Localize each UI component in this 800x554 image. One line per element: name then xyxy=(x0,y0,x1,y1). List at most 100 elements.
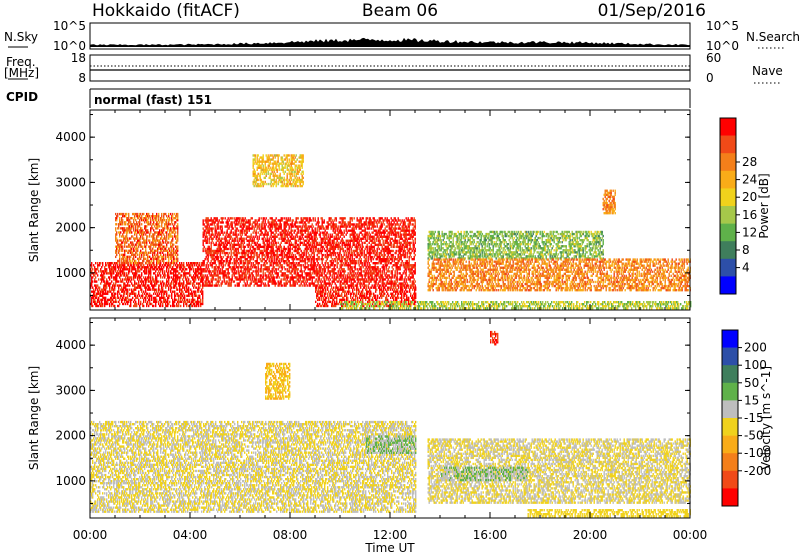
heatmap-cell xyxy=(284,272,286,275)
heatmap-cell xyxy=(226,229,228,232)
heatmap-cell xyxy=(214,255,216,259)
heatmap-cell xyxy=(172,245,174,248)
heatmap-cell xyxy=(271,282,273,285)
heatmap-cell xyxy=(221,249,223,253)
heatmap-cell xyxy=(308,278,310,281)
heatmap-cell xyxy=(343,223,345,226)
heatmap-cell xyxy=(231,270,233,273)
heatmap-cell xyxy=(251,274,253,277)
heatmap-cell xyxy=(158,257,160,261)
heatmap-cell xyxy=(152,219,154,222)
heatmap-cell xyxy=(156,298,158,302)
heatmap-cell xyxy=(290,266,292,269)
heatmap-cell xyxy=(292,253,294,257)
heatmap-cell xyxy=(148,259,150,263)
heatmap-cell xyxy=(172,215,174,218)
heatmap-cell xyxy=(270,258,272,261)
heatmap-cell xyxy=(248,235,250,238)
heatmap-cell xyxy=(342,274,344,277)
heatmap-cell xyxy=(259,280,261,283)
heatmap-cell xyxy=(226,225,228,228)
heatmap-cell xyxy=(131,276,133,279)
heatmap-cell xyxy=(212,233,214,236)
heatmap-cell xyxy=(171,231,173,234)
heatmap-cell xyxy=(121,253,123,257)
heatmap-cell xyxy=(313,245,315,249)
heatmap-cell xyxy=(328,239,330,242)
heatmap-cell xyxy=(199,264,201,267)
heatmap-cell xyxy=(177,239,179,242)
heatmap-cell xyxy=(301,229,303,232)
heatmap-cell xyxy=(156,219,158,222)
heatmap-cell xyxy=(123,288,125,291)
heatmap-cell xyxy=(91,264,93,267)
heatmap-cell xyxy=(170,229,172,232)
heatmap-cell xyxy=(152,243,154,246)
heatmap-cell xyxy=(156,294,158,297)
heatmap-cell xyxy=(205,225,207,228)
heatmap-cell xyxy=(298,237,300,240)
heatmap-cell xyxy=(115,217,117,220)
heatmap-cell xyxy=(247,278,249,281)
heatmap-cell xyxy=(335,225,337,228)
heatmap-cell xyxy=(167,300,169,304)
heatmap-cell xyxy=(163,219,165,222)
heatmap-cell xyxy=(263,249,265,253)
heatmap-cell xyxy=(143,266,145,269)
heatmap-cell xyxy=(224,245,226,249)
heatmap-cell xyxy=(208,247,210,251)
heatmap-cell xyxy=(216,239,218,242)
heatmap-cell xyxy=(320,278,322,281)
heatmap-cell xyxy=(327,255,329,259)
heatmap-cell xyxy=(216,249,218,253)
heatmap-cell xyxy=(279,253,281,257)
heatmap-cell xyxy=(176,278,178,281)
heatmap-cell xyxy=(208,219,210,222)
heatmap-cell xyxy=(129,292,131,295)
heatmap-cell xyxy=(310,233,312,236)
heatmap-cell xyxy=(233,239,235,242)
heatmap-cell xyxy=(204,225,206,228)
heatmap-cell xyxy=(244,255,246,259)
heatmap-cell xyxy=(177,233,179,236)
heatmap-cell xyxy=(329,237,331,240)
heatmap-cell xyxy=(290,229,292,232)
heatmap-cell xyxy=(334,225,336,228)
heatmap-cell xyxy=(237,249,239,253)
heatmap-cell xyxy=(255,274,257,277)
heatmap-cell xyxy=(308,235,310,238)
heatmap-cell xyxy=(243,245,245,249)
heatmap-cell xyxy=(119,292,121,295)
heatmap-cell xyxy=(91,278,93,281)
heatmap-cell xyxy=(289,251,291,255)
heatmap-cell xyxy=(140,245,142,248)
heatmap-cell xyxy=(131,243,133,246)
heatmap-cell xyxy=(169,284,171,287)
heatmap-cell xyxy=(117,292,119,295)
heatmap-cell xyxy=(345,233,347,236)
heatmap-cell xyxy=(251,217,253,220)
heatmap-cell xyxy=(315,278,317,281)
heatmap-cell xyxy=(235,258,237,261)
heatmap-cell xyxy=(115,229,117,232)
heatmap-cell xyxy=(343,231,345,234)
heatmap-cell xyxy=(138,268,140,271)
heatmap-cell xyxy=(345,227,347,230)
heatmap-cell xyxy=(109,298,111,302)
heatmap-cell xyxy=(244,272,246,275)
heatmap-cell xyxy=(224,239,226,242)
heatmap-cell xyxy=(260,251,262,255)
heatmap-cell xyxy=(109,284,111,287)
heatmap-cell xyxy=(321,284,323,287)
heatmap-cell xyxy=(316,253,318,257)
heatmap-cell xyxy=(127,229,129,232)
heatmap-cell xyxy=(343,235,345,238)
heatmap-cell xyxy=(259,284,261,287)
heatmap-cell xyxy=(101,304,103,308)
heatmap-cell xyxy=(131,266,133,269)
heatmap-cell xyxy=(157,243,159,246)
heatmap-cell xyxy=(215,237,217,240)
heatmap-cell xyxy=(128,284,130,287)
heatmap-cell xyxy=(305,219,307,222)
heatmap-cell xyxy=(102,264,104,267)
